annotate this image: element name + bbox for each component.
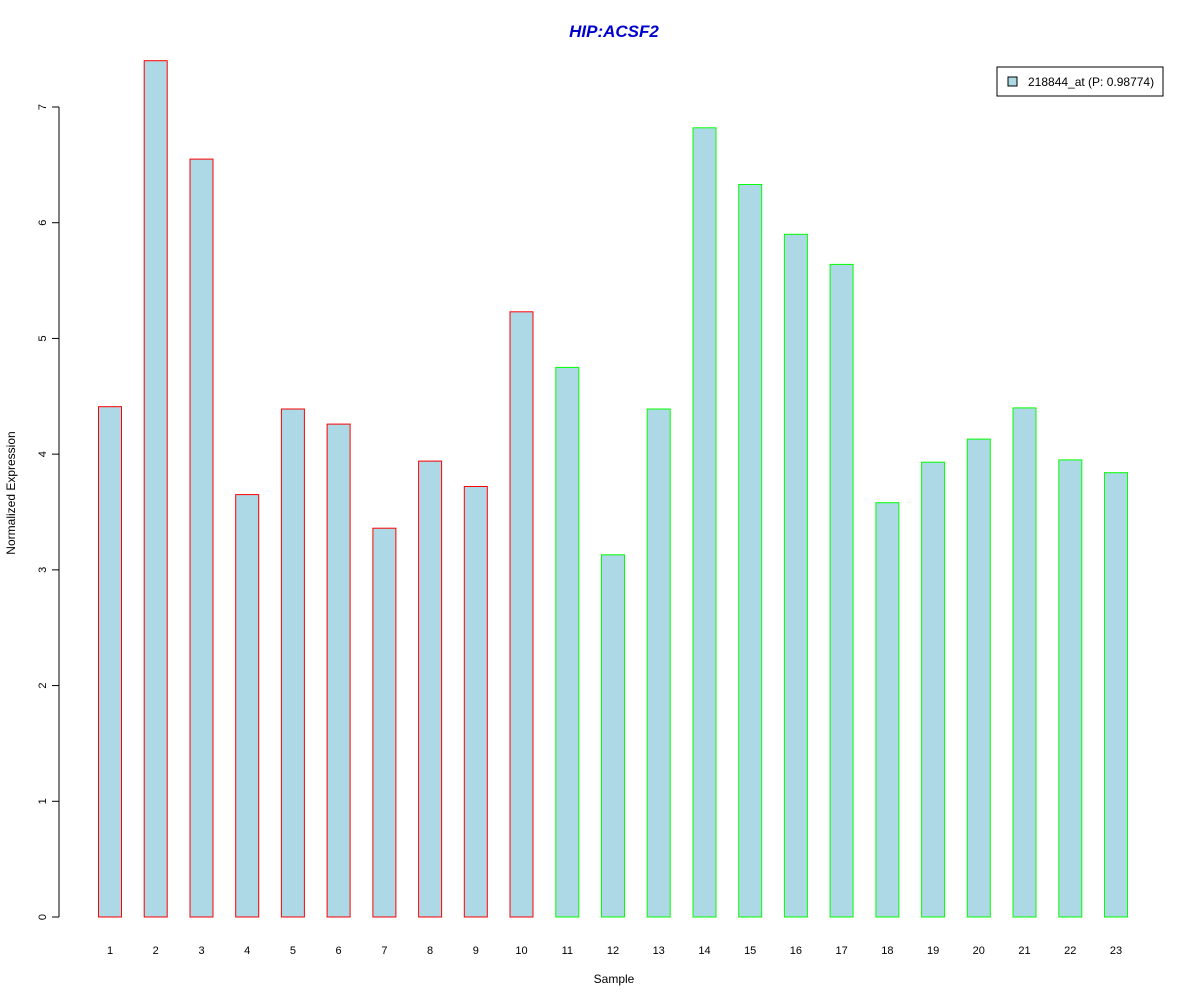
x-axis-tick-label: 4 [244, 945, 250, 957]
x-axis-tick-label: 10 [515, 945, 527, 957]
x-axis-tick-label: 9 [473, 945, 479, 957]
x-axis-tick-label: 8 [427, 945, 433, 957]
x-axis-tick-label: 1 [107, 945, 113, 957]
bar-sample-6 [326, 423, 351, 918]
bar-sample-10 [509, 311, 534, 918]
x-axis-tick-label: 23 [1110, 945, 1122, 957]
x-axis-tick-label: 13 [653, 945, 665, 957]
legend-swatch [1007, 76, 1018, 87]
bar-sample-14 [692, 127, 717, 918]
bar-sample-7 [372, 527, 397, 918]
bar-sample-3 [189, 158, 214, 918]
bar-sample-19 [921, 461, 946, 918]
bar-sample-4 [235, 494, 260, 918]
y-axis-tick-label: 5 [37, 335, 49, 341]
y-axis-tick-label: 4 [37, 451, 49, 457]
y-axis-tick-label: 6 [37, 220, 49, 226]
x-axis-tick-label: 2 [153, 945, 159, 957]
x-axis-tick-label: 19 [927, 945, 939, 957]
bar-sample-15 [738, 184, 763, 918]
bar-sample-5 [280, 408, 305, 918]
x-axis-tick-label: 11 [562, 945, 573, 957]
bar-sample-11 [555, 366, 580, 918]
x-axis-tick-label: 20 [973, 945, 985, 957]
x-axis-tick-label: 18 [881, 945, 893, 957]
x-axis-label: Sample [594, 972, 635, 986]
x-axis-tick-label: 21 [1018, 945, 1030, 957]
bar-sample-17 [829, 263, 854, 918]
y-axis-tick-label: 1 [37, 798, 49, 804]
bars [98, 60, 1128, 918]
legend-box [996, 66, 1164, 97]
legend-entry-label: 218844_at (P: 0.98774) [1028, 75, 1154, 89]
y-axis-tick-label: 2 [37, 683, 49, 689]
bar-sample-20 [966, 438, 991, 918]
bar-sample-23 [1104, 472, 1128, 918]
x-axis-tick-label: 15 [744, 945, 756, 957]
x-axis-tick-labels: 1 2 3 4 5 6 7 8 9 10 11 12 13 14 15 16 17 18 19 20 21 22 23 [107, 945, 1122, 957]
x-axis-tick-label: 16 [790, 945, 802, 957]
chart-title: HIP:ACSF2 [569, 22, 659, 41]
bar-sample-16 [783, 233, 808, 918]
x-axis-tick-label: 22 [1064, 945, 1076, 957]
x-axis-tick-label: 3 [198, 945, 204, 957]
y-axis-tick-label: 0 [37, 914, 49, 920]
x-axis-tick-label: 5 [290, 945, 296, 957]
bar-sample-21 [1012, 407, 1037, 918]
x-axis-tick-label: 12 [607, 945, 619, 957]
bar-sample-12 [601, 554, 625, 918]
bar-sample-9 [463, 486, 488, 918]
bar-sample-13 [646, 408, 671, 918]
x-axis-tick-label: 7 [381, 945, 387, 957]
bar-sample-1 [98, 406, 122, 918]
y-axis-tick-label: 3 [37, 567, 49, 573]
x-axis-tick-label: 14 [698, 945, 710, 957]
x-axis-tick-label: 6 [336, 945, 342, 957]
legend: 218844_at (P: 0.98774) [996, 66, 1164, 97]
x-axis-tick-label: 17 [835, 945, 847, 957]
bar-sample-8 [418, 460, 443, 918]
bar-sample-18 [875, 502, 900, 918]
bar-sample-22 [1058, 459, 1083, 918]
y-axis-tick-label: 7 [37, 104, 49, 110]
bar-sample-2 [143, 60, 168, 918]
y-axis-label: Normalized Expression [4, 431, 18, 554]
y-axis: 0 1 2 3 4 5 6 7 [37, 104, 60, 920]
